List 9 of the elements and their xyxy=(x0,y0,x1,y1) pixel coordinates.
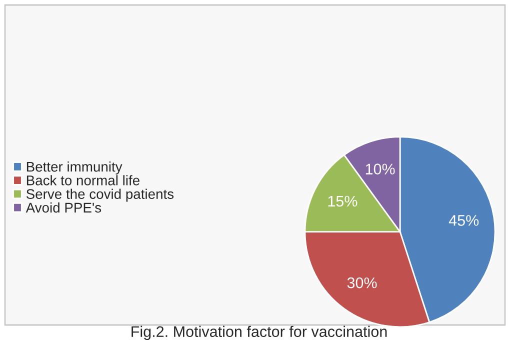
data-label: 30% xyxy=(347,277,377,288)
legend-label: Back to normal life xyxy=(26,175,140,186)
legend-label: Avoid PPE's xyxy=(26,202,102,213)
text: Fig.2. Motivation factor for vaccination xyxy=(132,326,387,340)
legend-label: Better immunity xyxy=(26,161,122,174)
data-label: 10% xyxy=(366,164,395,174)
data-label: 45% xyxy=(448,215,479,226)
legend-label: Serve the covid patients xyxy=(26,188,174,202)
data-label: 15% xyxy=(328,196,358,207)
